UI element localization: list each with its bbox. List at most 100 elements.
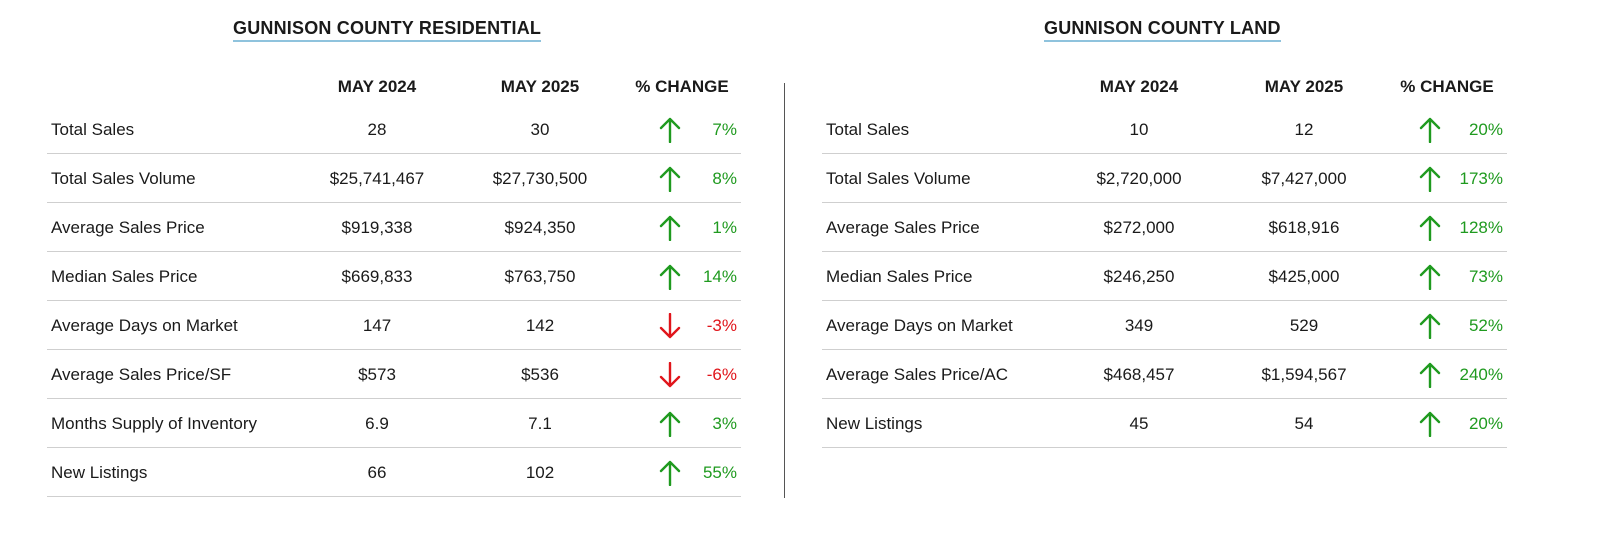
prev-value: $2,720,000 (1096, 169, 1182, 188)
prev-value: 66 (367, 463, 387, 482)
prev-value: 6.9 (365, 414, 389, 433)
arrow-up-icon (659, 411, 681, 437)
arrow-up-icon (659, 215, 681, 241)
curr-value: 54 (1294, 414, 1314, 433)
percent-change: 55% (702, 463, 737, 482)
curr-value: 529 (1289, 316, 1319, 335)
row-label: Average Sales Price/AC (826, 365, 1009, 384)
table-row: Total Sales Volume $25,741,467 $27,730,500… (47, 154, 741, 203)
arrow-up-icon (1419, 362, 1441, 388)
column-header-prev: MAY 2024 (1099, 77, 1179, 96)
land-title: GUNNISON COUNTY LAND (1044, 18, 1281, 42)
arrow-up-icon (659, 460, 681, 486)
prev-value: $246,250 (1103, 267, 1175, 286)
table-row: New Listings 66 102 55% (47, 448, 741, 497)
curr-value: 142 (525, 316, 555, 335)
row-label: New Listings (51, 463, 148, 482)
prev-value: $669,833 (341, 267, 413, 286)
arrow-down-icon (659, 313, 681, 339)
arrow-up-icon (659, 117, 681, 143)
prev-value: $468,457 (1103, 365, 1175, 384)
table-row: Median Sales Price $669,833 $763,750 14% (47, 252, 741, 301)
percent-change: 1% (712, 218, 737, 237)
curr-value: 102 (525, 463, 555, 482)
prev-value: 45 (1129, 414, 1149, 433)
arrow-up-icon (659, 166, 681, 192)
row-label: Average Sales Price (51, 218, 205, 237)
row-label: Median Sales Price (51, 267, 198, 286)
table-row: Average Sales Price $919,338 $924,350 1% (47, 203, 741, 252)
prev-value: $25,741,467 (329, 169, 425, 188)
percent-change: -6% (706, 365, 737, 384)
curr-value: $536 (521, 365, 559, 384)
table-row: Average Sales Price/AC $468,457 $1,594,567… (822, 350, 1507, 399)
curr-value: 7.1 (528, 414, 552, 433)
column-header-prev: MAY 2024 (337, 77, 417, 96)
percent-change: 128% (1459, 218, 1503, 237)
prev-value: $573 (358, 365, 396, 384)
percent-change: 7% (712, 120, 737, 139)
table-row: Total Sales Volume $2,720,000 $7,427,000 17… (822, 154, 1507, 203)
table-row: Total Sales 28 30 7% (47, 105, 741, 154)
arrow-down-icon (659, 362, 681, 388)
table-row: Months Supply of Inventory 6.9 7.1 3% (47, 399, 741, 448)
arrow-up-icon (1419, 411, 1441, 437)
percent-change: 3% (712, 414, 737, 433)
row-label: Total Sales Volume (51, 169, 196, 188)
row-label: New Listings (826, 414, 923, 433)
row-label: Total Sales (51, 120, 135, 139)
row-label: Total Sales Volume (826, 169, 971, 188)
curr-value: $924,350 (504, 218, 576, 237)
row-label: Months Supply of Inventory (51, 414, 258, 433)
arrow-up-icon (1419, 215, 1441, 241)
column-header-change: % CHANGE (635, 77, 729, 96)
row-label: Average Days on Market (51, 316, 238, 335)
curr-value: $763,750 (504, 267, 576, 286)
table-row: Average Sales Price/SF $573 $536 -6% (47, 350, 741, 399)
table-row: Average Days on Market 147 142 -3% (47, 301, 741, 350)
column-header-change: % CHANGE (1400, 77, 1494, 96)
percent-change: 20% (1468, 414, 1503, 433)
row-label: Total Sales (826, 120, 910, 139)
percent-change: 52% (1468, 316, 1503, 335)
percent-change: 20% (1468, 120, 1503, 139)
prev-value: 28 (367, 120, 387, 139)
row-label: Average Sales Price (826, 218, 980, 237)
column-header-curr: MAY 2025 (500, 77, 580, 96)
percent-change: -3% (706, 316, 737, 335)
prev-value: 10 (1129, 120, 1149, 139)
percent-change: 173% (1459, 169, 1503, 188)
curr-value: 12 (1294, 120, 1314, 139)
percent-change: 14% (702, 267, 737, 286)
curr-value: $618,916 (1268, 218, 1340, 237)
arrow-up-icon (1419, 313, 1441, 339)
curr-value: $1,594,567 (1261, 365, 1347, 384)
arrow-up-icon (1419, 117, 1441, 143)
arrow-up-icon (1419, 166, 1441, 192)
percent-change: 8% (712, 169, 737, 188)
land-table: Total Sales 10 12 20% Total Sales Volume $2,7… (822, 105, 1507, 448)
prev-value: $272,000 (1103, 218, 1175, 237)
curr-value: $27,730,500 (492, 169, 588, 188)
curr-value: 30 (530, 120, 550, 139)
prev-value: 147 (362, 316, 392, 335)
curr-value: $425,000 (1268, 267, 1340, 286)
prev-value: $919,338 (341, 218, 413, 237)
percent-change: 240% (1459, 365, 1503, 384)
table-row: New Listings 45 54 20% (822, 399, 1507, 448)
table-row: Median Sales Price $246,250 $425,000 73% (822, 252, 1507, 301)
prev-value: 349 (1124, 316, 1154, 335)
row-label: Average Sales Price/SF (51, 365, 232, 384)
residential-title: GUNNISON COUNTY RESIDENTIAL (233, 18, 542, 42)
table-row: Average Days on Market 349 529 52% (822, 301, 1507, 350)
arrow-up-icon (659, 264, 681, 290)
curr-value: $7,427,000 (1261, 169, 1347, 188)
panel-divider (784, 83, 785, 498)
table-row: Average Sales Price $272,000 $618,916 128% (822, 203, 1507, 252)
percent-change: 73% (1468, 267, 1503, 286)
row-label: Average Days on Market (826, 316, 1013, 335)
column-header-curr: MAY 2025 (1264, 77, 1344, 96)
residential-table: Total Sales 28 30 7% Total Sales Volume $25,7… (47, 105, 741, 497)
row-label: Median Sales Price (826, 267, 973, 286)
table-row: Total Sales 10 12 20% (822, 105, 1507, 154)
